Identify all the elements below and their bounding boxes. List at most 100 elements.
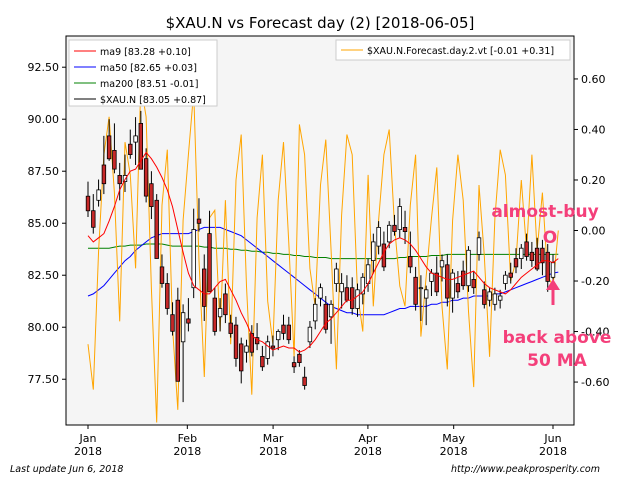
x-tick-label: Mar [263, 432, 284, 445]
candle-body [138, 123, 143, 170]
candle-body [128, 143, 133, 155]
y-right-tick-label: -0.40 [581, 326, 609, 339]
candle-body [524, 241, 529, 257]
candle-body [397, 206, 402, 230]
y-right-tick-label: 0.20 [581, 174, 606, 187]
y-left-tick-label: 87.50 [28, 165, 60, 178]
candle-body [476, 237, 482, 255]
series-line-ma9 [87, 151, 559, 353]
candle-body [217, 308, 223, 318]
candle-body [429, 272, 434, 282]
candle-body [529, 251, 535, 262]
candle-body [228, 322, 233, 334]
legend-label-forecast: $XAU.N.Forecast.day.2.vt [-0.01 +0.31] [367, 46, 554, 57]
candle-body [117, 174, 122, 185]
candle-body [423, 289, 429, 299]
candle-body [112, 149, 117, 170]
candle-body [328, 303, 334, 318]
candle-body [323, 303, 328, 330]
candle-body [238, 343, 244, 372]
candle-body [249, 333, 254, 353]
candle-body [149, 183, 154, 207]
candle-body [233, 324, 239, 359]
legend-right: $XAU.N.Forecast.day.2.vt [-0.01 +0.31] [335, 39, 571, 61]
annotation-arrow [546, 279, 560, 305]
candle-body [91, 210, 96, 228]
candle-body [281, 324, 286, 334]
candle-body [244, 345, 249, 353]
chart-title: $XAU.N vs Forecast day (2) [2018-06-05] [166, 14, 475, 32]
y-left-tick-label: 92.50 [28, 61, 60, 74]
x-tick-label: Jun [543, 432, 561, 445]
candle-body [302, 376, 307, 386]
candle-body [482, 289, 487, 305]
legend-label-xau: $XAU.N [83.05 +0.87] [100, 95, 206, 106]
candle-body [170, 314, 175, 332]
y-left-tick-label: 82.50 [28, 269, 60, 282]
candle-body [318, 287, 323, 299]
annotation-almost-buy: almost-buy [491, 202, 598, 222]
candle-body [460, 270, 466, 287]
candle-body [265, 341, 270, 359]
candle-body [402, 226, 408, 232]
y-right-tick-label: -0.20 [581, 275, 609, 288]
candle-body [434, 272, 439, 293]
candle-body [286, 324, 291, 341]
candle-body [191, 229, 196, 289]
candle-body [101, 164, 107, 185]
annotation-back-above: back above [503, 328, 612, 348]
candle-body [487, 291, 492, 301]
y-right-tick-label: 0.60 [581, 73, 606, 86]
candle-body [106, 135, 112, 160]
candle-body [85, 195, 91, 212]
candle-body [360, 276, 365, 295]
annotation-50ma: 50 MA [527, 351, 587, 371]
candle-body [312, 303, 318, 322]
candle-body [270, 345, 276, 349]
candle-body [275, 330, 281, 341]
candle-body [471, 278, 476, 289]
candle-body [96, 189, 101, 201]
footer-last-update: Last update Jun 6, 2018 [10, 464, 123, 475]
candle-body [519, 247, 524, 259]
candle-body [307, 326, 313, 343]
footer-url: http://www.peakprosperity.com [451, 464, 600, 475]
annotation-arrow-head [546, 279, 560, 290]
candle-body [418, 287, 424, 290]
x-tick-label: 2018 [539, 445, 567, 458]
candle-body [466, 249, 471, 287]
y-right-tick-label: -0.60 [581, 376, 609, 389]
candle-body [371, 241, 376, 261]
legend-label-ma200: ma200 [83.51 -0.01] [100, 79, 198, 90]
candle-body [196, 218, 202, 224]
candle-body [122, 174, 128, 182]
y-left-tick-label: 80.00 [28, 321, 60, 334]
series-line-ma50 [87, 226, 559, 316]
legend-right-box [335, 39, 571, 61]
candle-body [334, 268, 339, 285]
candle-body [339, 283, 344, 293]
candle-body [186, 318, 191, 324]
candle-body [450, 272, 455, 299]
legend-label-ma50: ma50 [82.65 +0.03] [100, 63, 197, 74]
x-tick-label: 2018 [440, 445, 468, 458]
x-tick-label: 2018 [354, 445, 382, 458]
x-tick-label: Feb [178, 432, 197, 445]
candle-body [291, 362, 297, 368]
candle-body [545, 251, 550, 282]
candle-body [201, 268, 207, 307]
candle-body [297, 353, 302, 363]
candle-body [386, 224, 392, 243]
y-left-tick-label: 77.50 [28, 373, 60, 386]
annotation-circle-marker: O [543, 228, 557, 248]
x-tick-label: Apr [358, 432, 378, 445]
candle-body [223, 293, 228, 316]
candle-body [540, 247, 545, 264]
candle-body [497, 295, 503, 301]
candle-body [376, 226, 381, 247]
candle-body [455, 283, 461, 293]
candle-body [355, 289, 360, 309]
candle-body [508, 272, 513, 278]
candle-body [439, 260, 445, 268]
